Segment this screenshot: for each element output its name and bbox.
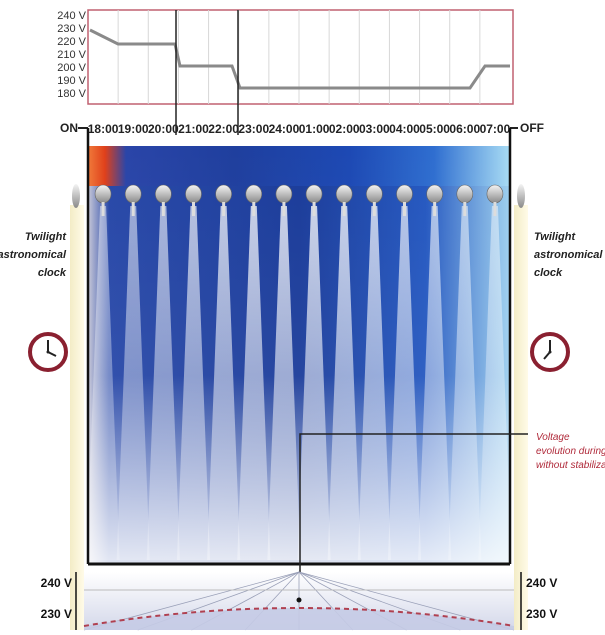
hour-label: 05:00 [419, 122, 450, 136]
lamp-neck [161, 202, 165, 216]
ground-fade [88, 146, 510, 564]
right-pole-lamp [517, 184, 525, 208]
hour-label: 07:00 [480, 122, 511, 136]
lamp-neck [372, 202, 376, 216]
lamp-head [155, 184, 172, 204]
right-clock-line1: Twilight [534, 231, 576, 243]
lamp-neck [493, 202, 497, 216]
on-label: ON [60, 121, 78, 135]
hour-label: 03:00 [359, 122, 390, 136]
lamp-head [124, 184, 142, 204]
unstabilized-voltage-curve [83, 607, 515, 627]
y-tick-label: 220 V [57, 36, 86, 48]
left-pole-shaft [70, 205, 84, 630]
left-pole [70, 184, 84, 630]
hour-label: 22:00 [208, 122, 239, 136]
right-pole [514, 184, 528, 630]
bottom-right-230: 230 V [526, 607, 557, 621]
bottom-right-240: 240 V [526, 576, 557, 590]
left-clock-line3: clock [38, 267, 67, 279]
right-pole-shaft [514, 205, 528, 630]
hour-label: 04:00 [389, 122, 420, 136]
annotation-line1: Voltage [536, 432, 570, 443]
lamp-head [486, 184, 504, 204]
hour-label: 24:00 [269, 122, 300, 136]
lamp-head [366, 184, 383, 204]
right-clock-line3: clock [534, 267, 563, 279]
lamp-head [94, 184, 112, 204]
lamp-head [275, 184, 293, 204]
hour-label: 23:00 [238, 122, 269, 136]
lamp-neck [252, 202, 256, 216]
clock-icon [530, 332, 570, 372]
hour-label: 01:00 [299, 122, 330, 136]
lamp-head [305, 184, 323, 204]
lamp-neck [222, 202, 226, 216]
left-clock-line1: Twilight [25, 231, 67, 243]
bottom-left-230: 230 V [41, 607, 72, 621]
right-twilight-clock: Twilight astronomical clock [530, 231, 603, 372]
annotation-leader-line [299, 433, 528, 600]
hour-label: 21:00 [178, 122, 209, 136]
y-tick-label: 240 V [57, 10, 86, 22]
lamp-head [456, 184, 474, 204]
bottom-left-240: 240 V [41, 576, 72, 590]
lamp-head [245, 184, 263, 204]
clock-icon [28, 332, 68, 372]
lamp-head [396, 184, 413, 204]
lamp-head [185, 184, 202, 204]
lamp-neck [131, 202, 135, 216]
off-label: OFF [520, 121, 544, 135]
stabilized-voltage-line [89, 28, 510, 90]
y-tick-label: 200 V [57, 62, 86, 74]
lamp-neck [192, 202, 195, 216]
bottom-voltage-chart: 240 V 230 V 240 V 230 V [41, 571, 557, 631]
y-tick-label: 190 V [57, 75, 86, 87]
lamp-neck [403, 202, 406, 216]
hour-labels: 18:00 19:00 20:00 21:00 22:00 23:00 24:00 01:00… [88, 122, 511, 136]
hour-label: 18:00 [88, 122, 119, 136]
lamp-neck [282, 202, 286, 216]
hour-label: 06:00 [449, 122, 480, 136]
voltage-annotation: Voltage evolution during nigh without st… [299, 432, 605, 600]
annotation-line2: evolution during nigh [536, 446, 605, 457]
y-tick-label: 180 V [57, 88, 86, 100]
lamp-head [426, 184, 443, 204]
hour-label: 02:00 [329, 122, 360, 136]
left-twilight-clock: Twilight astronomical clock [0, 231, 68, 372]
y-tick-label: 230 V [57, 23, 86, 35]
bottom-grid-line [298, 571, 515, 631]
annotation-line3: without stabilization [536, 460, 605, 471]
lamp-head [335, 184, 353, 204]
right-clock-line2: astronomical [534, 249, 603, 261]
hour-label: 19:00 [118, 122, 149, 136]
lamp-neck [101, 202, 105, 216]
lighting-panel [86, 128, 512, 566]
lamp-neck [463, 202, 467, 216]
y-tick-label: 210 V [57, 49, 86, 61]
hour-label: 20:00 [148, 122, 179, 136]
lamp-neck [312, 202, 316, 216]
left-pole-lamp [72, 184, 80, 208]
annotation-dot [296, 597, 302, 603]
lamp-head [215, 184, 232, 204]
left-clock-line2: astronomical [0, 249, 67, 261]
lamp-neck [433, 202, 437, 216]
timeline: ON 18:00 19:00 20:00 21:00 22:00 23:00 24:00 01… [60, 121, 544, 136]
lamp-heads [94, 184, 504, 216]
lamp-neck [342, 202, 346, 216]
